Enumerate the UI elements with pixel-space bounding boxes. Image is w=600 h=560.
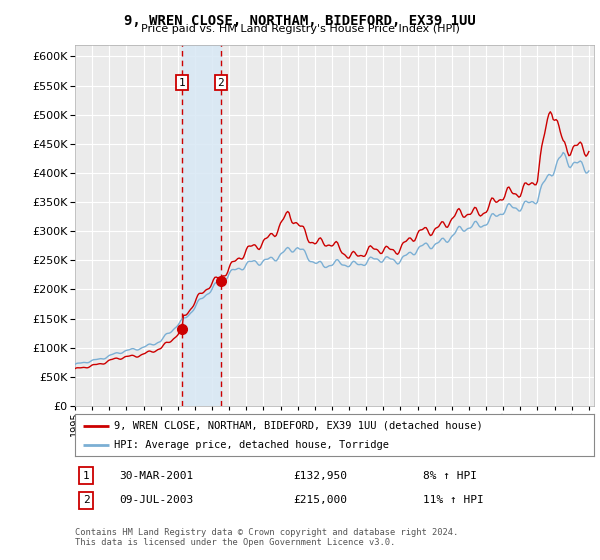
Text: 8% ↑ HPI: 8% ↑ HPI (423, 470, 477, 480)
Text: 9, WREN CLOSE, NORTHAM, BIDEFORD, EX39 1UU (detached house): 9, WREN CLOSE, NORTHAM, BIDEFORD, EX39 1… (114, 421, 482, 431)
Text: £132,950: £132,950 (293, 470, 347, 480)
Text: Price paid vs. HM Land Registry's House Price Index (HPI): Price paid vs. HM Land Registry's House … (140, 24, 460, 34)
Text: 9, WREN CLOSE, NORTHAM, BIDEFORD, EX39 1UU: 9, WREN CLOSE, NORTHAM, BIDEFORD, EX39 1… (124, 14, 476, 28)
Text: 1: 1 (83, 470, 89, 480)
Text: 11% ↑ HPI: 11% ↑ HPI (423, 495, 484, 505)
Text: 2: 2 (218, 78, 224, 88)
Text: HPI: Average price, detached house, Torridge: HPI: Average price, detached house, Torr… (114, 440, 389, 450)
Text: 30-MAR-2001: 30-MAR-2001 (119, 470, 193, 480)
Bar (182, 45, 221, 406)
Text: 2: 2 (83, 495, 89, 505)
Text: 1: 1 (179, 78, 185, 88)
Text: £215,000: £215,000 (293, 495, 347, 505)
Text: Contains HM Land Registry data © Crown copyright and database right 2024.
This d: Contains HM Land Registry data © Crown c… (75, 528, 458, 547)
Text: 09-JUL-2003: 09-JUL-2003 (119, 495, 193, 505)
